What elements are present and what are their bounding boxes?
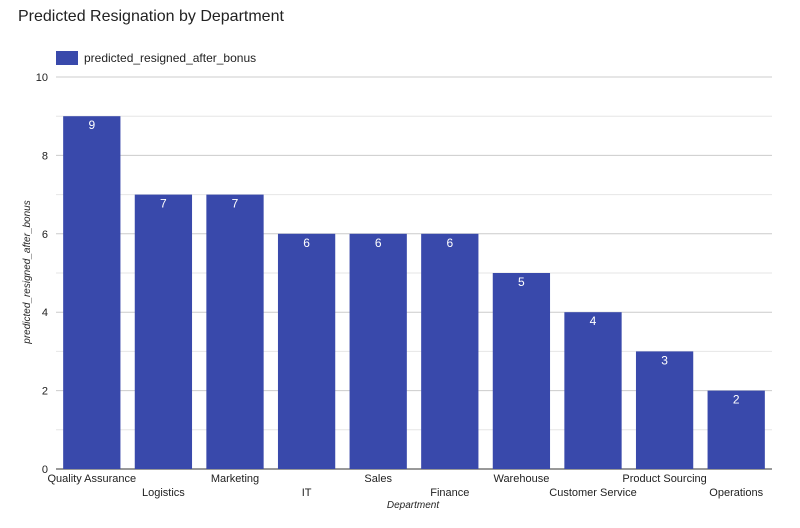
data-label: 3 xyxy=(661,353,668,367)
x-tick-label: Customer Service xyxy=(549,487,636,499)
data-label: 5 xyxy=(518,275,525,289)
y-tick-label: 8 xyxy=(42,150,48,162)
data-label: 9 xyxy=(88,118,95,132)
x-tick-label: Sales xyxy=(364,473,392,485)
y-tick-labels: 0 2 4 6 8 10 xyxy=(36,72,48,476)
y-tick-label: 2 xyxy=(42,386,48,398)
data-label: 4 xyxy=(590,314,597,328)
data-label: 6 xyxy=(446,236,453,250)
y-tick-label: 6 xyxy=(42,229,48,241)
bars xyxy=(63,116,765,469)
x-axis-title: Department xyxy=(387,500,440,511)
bar xyxy=(635,351,694,469)
bar xyxy=(206,194,264,469)
data-label: 6 xyxy=(375,236,382,250)
bar xyxy=(421,233,479,469)
x-tick-label: Marketing xyxy=(211,473,259,485)
data-label: 7 xyxy=(160,197,167,211)
bar xyxy=(492,273,551,469)
bar xyxy=(63,116,121,469)
bar xyxy=(349,233,407,469)
y-tick-label: 0 xyxy=(42,464,48,476)
legend: predicted_resigned_after_bonus xyxy=(56,50,256,66)
x-tick-labels: Quality Assurance Logistics Marketing IT Sal… xyxy=(47,473,763,499)
x-tick-label: IT xyxy=(302,487,312,499)
bar xyxy=(564,312,622,469)
x-tick-label: Product Sourcing xyxy=(622,473,706,485)
x-tick-label: Operations xyxy=(709,487,763,499)
data-label: 6 xyxy=(303,236,310,250)
chart-title: Predicted Resignation by Department xyxy=(18,8,284,25)
x-tick-label: Warehouse xyxy=(493,473,549,485)
x-tick-label: Finance xyxy=(430,487,469,499)
data-label: 7 xyxy=(232,197,239,211)
y-axis-title: predicted_resigned_after_bonus xyxy=(22,200,33,344)
x-tick-label: Quality Assurance xyxy=(47,473,136,485)
bar xyxy=(277,233,336,469)
x-tick-label: Logistics xyxy=(142,487,185,499)
bar xyxy=(707,390,765,469)
legend-swatch xyxy=(56,51,78,65)
legend-label: predicted_resigned_after_bonus xyxy=(84,51,257,65)
y-tick-label: 4 xyxy=(42,307,48,319)
data-labels: 9 7 7 6 6 6 5 4 3 2 xyxy=(88,118,739,406)
y-tick-label: 10 xyxy=(36,72,48,84)
data-label: 2 xyxy=(733,393,740,407)
bar xyxy=(134,194,193,469)
